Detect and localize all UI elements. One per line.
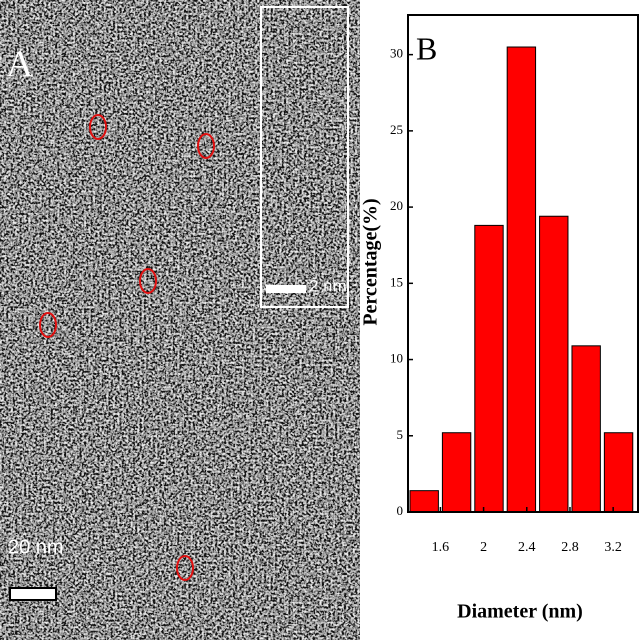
panel-label-b: B: [416, 30, 437, 66]
axis-frame: [407, 14, 639, 513]
histogram: B Diameter (nm) Percentage(%): [360, 30, 583, 622]
bar: [506, 46, 537, 513]
x-tick-label: 2: [480, 540, 487, 555]
circle: [89, 114, 107, 140]
scale-label: 20 nm: [8, 536, 64, 558]
y-tick-label: 5: [397, 427, 404, 442]
circle: [197, 133, 215, 159]
bar: [474, 224, 504, 513]
y-tick-label: 0: [397, 503, 404, 518]
circle: [139, 268, 157, 294]
bar: [571, 345, 601, 513]
bar: [409, 490, 439, 513]
particle-circles: [39, 114, 215, 581]
scale-bar: [9, 587, 57, 601]
bar: [441, 432, 472, 513]
tem-image: 2 nm A 20 nm: [0, 0, 360, 640]
circle: [176, 555, 194, 581]
y-axis-label: Percentage(%): [360, 198, 382, 325]
x-tick-label: 2.8: [561, 540, 579, 555]
x-tick-label: 3.2: [604, 540, 622, 555]
circle: [39, 312, 57, 338]
x-axis-label: Diameter (nm): [457, 601, 583, 623]
y-tick-label: 30: [390, 46, 403, 61]
panel-label-a: A: [6, 44, 34, 86]
y-tick-label: 20: [390, 198, 403, 213]
y-tick-label: 10: [390, 351, 403, 366]
inset-frame: [260, 6, 349, 308]
y-tick-label: 25: [390, 122, 403, 137]
inset-scale-bar: [266, 285, 306, 293]
x-tick-label: 1.6: [432, 540, 450, 555]
tem-texture: [0, 0, 360, 640]
bar: [603, 432, 634, 513]
bar: [539, 215, 569, 513]
x-tick-label: 2.4: [518, 540, 536, 555]
inset-scale-label: 2 nm: [309, 276, 347, 295]
y-tick-label: 15: [390, 274, 403, 289]
